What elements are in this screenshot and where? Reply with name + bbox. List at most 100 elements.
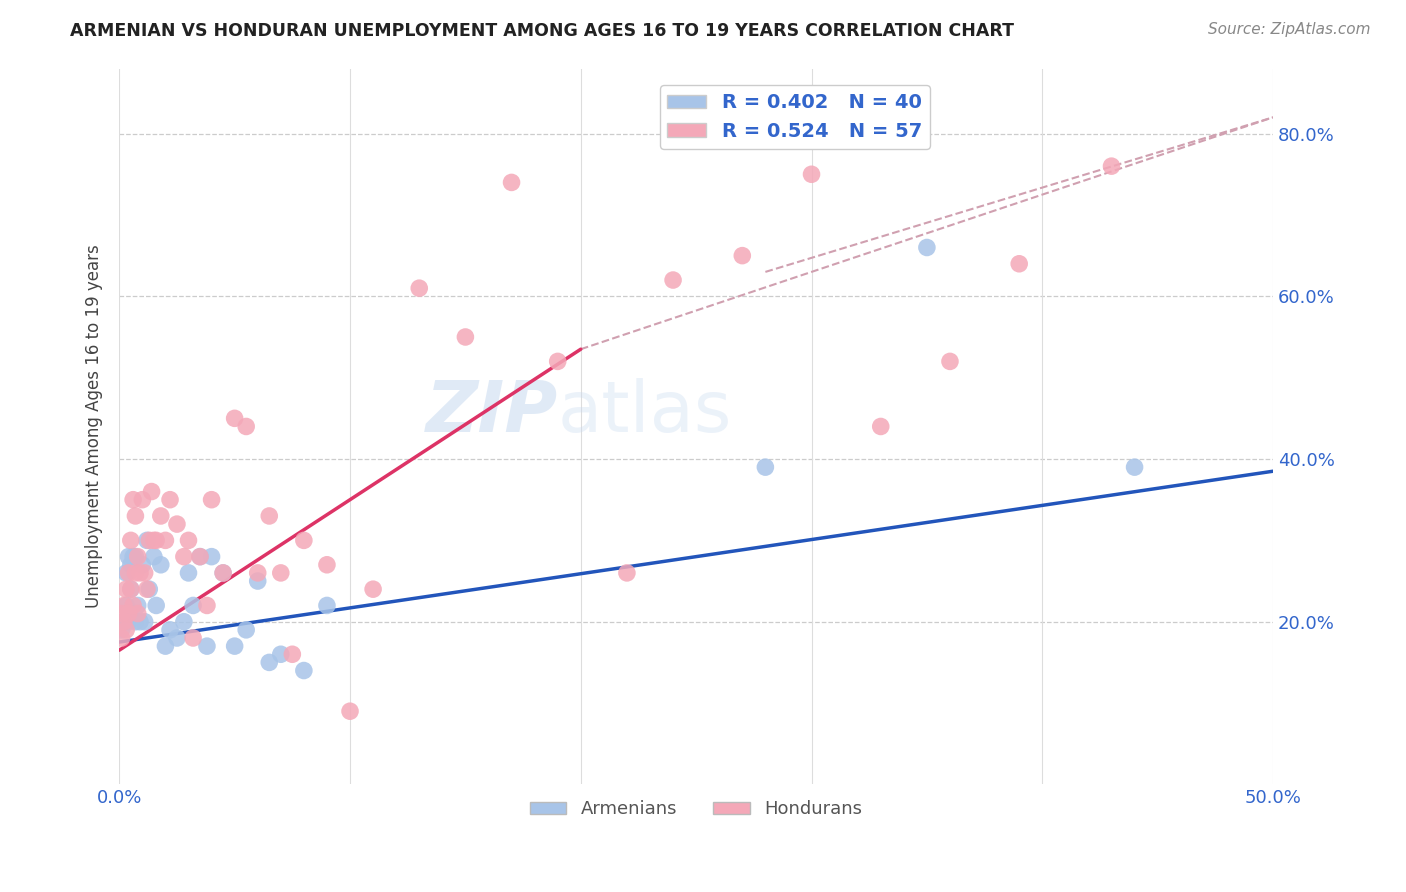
Point [212,566,235,580]
Point [129,566,152,580]
Point [115,566,138,580]
Point [270,647,292,661]
Point [136,533,159,548]
Point [361,582,384,597]
Point [246,574,269,588]
Point [173,549,195,564]
Point [246,566,269,580]
Point [155,533,177,548]
Point [181,631,204,645]
Point [120,582,142,597]
Point [235,419,257,434]
Point [177,566,200,580]
Point [173,615,195,629]
Point [122,549,145,564]
Point [188,549,211,564]
Point [281,647,304,661]
Point [292,533,315,548]
Point [212,566,235,580]
Point [122,492,145,507]
Point [224,639,246,653]
Point [501,176,523,190]
Point [142,533,165,548]
Point [408,281,430,295]
Point [127,549,149,564]
Point [731,249,754,263]
Point [117,607,139,621]
Point [869,419,891,434]
Point [124,508,146,523]
Point [134,615,156,629]
Point [117,566,139,580]
Point [129,615,152,629]
Point [127,599,149,613]
Point [270,566,292,580]
Point [124,615,146,629]
Point [117,615,139,629]
Point [259,656,281,670]
Point [195,639,218,653]
Y-axis label: Unemployment Among Ages 16 to 19 years: Unemployment Among Ages 16 to 19 years [86,244,103,608]
Text: atlas: atlas [558,377,733,447]
Point [1101,159,1123,173]
Point [149,558,172,572]
Point [454,330,477,344]
Point [112,599,135,613]
Point [112,615,135,629]
Point [200,492,222,507]
Point [1008,257,1031,271]
Point [110,607,132,621]
Point [939,354,962,368]
Point [115,599,138,613]
Point [159,492,181,507]
Point [134,566,156,580]
Point [149,508,172,523]
Point [188,549,211,564]
Point [195,599,218,613]
Point [547,354,569,368]
Point [235,623,257,637]
Point [127,607,149,621]
Point [124,566,146,580]
Point [138,582,160,597]
Point [181,599,204,613]
Point [145,533,167,548]
Point [112,615,135,629]
Text: ARMENIAN VS HONDURAN UNEMPLOYMENT AMONG AGES 16 TO 19 YEARS CORRELATION CHART: ARMENIAN VS HONDURAN UNEMPLOYMENT AMONG … [70,22,1014,40]
Point [142,549,165,564]
Point [200,549,222,564]
Point [316,599,339,613]
Point [224,411,246,425]
Point [166,631,188,645]
Point [155,639,177,653]
Point [115,582,138,597]
Point [292,664,315,678]
Point [145,599,167,613]
Legend: Armenians, Hondurans: Armenians, Hondurans [523,793,869,825]
Point [177,533,200,548]
Point [115,623,138,637]
Point [754,460,776,475]
Point [131,492,153,507]
Point [662,273,685,287]
Text: ZIP: ZIP [426,377,558,447]
Point [141,484,163,499]
Point [800,167,823,181]
Point [166,517,188,532]
Point [131,558,153,572]
Point [259,508,281,523]
Point [120,558,142,572]
Point [120,533,142,548]
Point [110,631,132,645]
Point [117,549,139,564]
Point [316,558,339,572]
Point [616,566,638,580]
Point [122,599,145,613]
Point [339,704,361,718]
Point [159,623,181,637]
Point [138,533,160,548]
Point [915,240,938,254]
Point [124,549,146,564]
Point [110,623,132,637]
Point [120,582,142,597]
